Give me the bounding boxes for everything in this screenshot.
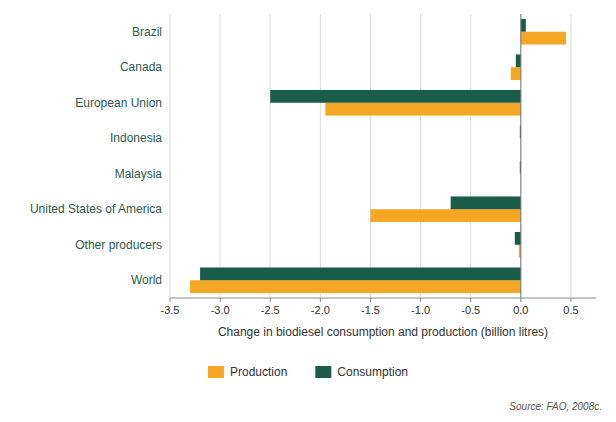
tick-mark: [470, 298, 471, 302]
tick-label: -3.0: [211, 304, 230, 316]
tick-label: -1.5: [361, 304, 380, 316]
bar: [370, 209, 520, 222]
grid-line: [320, 14, 321, 298]
legend-swatch: [208, 366, 224, 378]
source-note: Source: FAO, 2008c.: [509, 401, 602, 412]
x-axis-label: Change in biodiesel consumption and prod…: [218, 325, 548, 339]
legend: Production Consumption: [208, 365, 408, 379]
legend-swatch: [315, 366, 331, 378]
legend-item: Consumption: [315, 365, 408, 379]
category-label: European Union: [75, 96, 162, 110]
tick-mark: [220, 298, 221, 302]
grid-line: [170, 14, 171, 298]
y-ticks: World Other producers United States of Ame…: [30, 25, 162, 288]
bar: [521, 32, 566, 45]
bars: [190, 19, 566, 293]
x-axis-line: [170, 298, 596, 299]
bar: [190, 280, 521, 293]
tick-label: 0.5: [563, 304, 578, 316]
tick-mark: [170, 298, 171, 302]
tick-mark: [270, 298, 271, 302]
tick-mark: [570, 298, 571, 302]
category-label: Brazil: [132, 25, 162, 39]
chart: -3.5 -3.0 -2.5 -2.0 -1.5 -1.0 -0.5 0.0 0.5 World O…: [0, 0, 616, 422]
tick-label: -2.5: [261, 304, 280, 316]
tick-label: -3.5: [161, 304, 180, 316]
tick-label: -0.5: [461, 304, 480, 316]
bar: [521, 19, 526, 32]
bar: [451, 196, 521, 209]
grid-line: [520, 14, 521, 298]
tick-mark: [370, 298, 371, 302]
grid-line: [370, 14, 371, 298]
legend-label: Consumption: [337, 365, 408, 379]
legend-item: Production: [208, 365, 287, 379]
bar: [511, 67, 521, 80]
zero-line: [520, 14, 521, 298]
tick-mark: [320, 298, 321, 302]
grid-line: [570, 14, 571, 298]
tick-mark: [520, 298, 521, 302]
legend-label: Production: [230, 365, 287, 379]
grid-line: [470, 14, 471, 298]
grid-line: [420, 14, 421, 298]
tick-label: -2.0: [311, 304, 330, 316]
bar: [325, 103, 520, 116]
bar: [515, 232, 521, 245]
category-label: United States of America: [30, 202, 162, 216]
bar: [516, 54, 521, 67]
bar: [200, 267, 521, 280]
tick-label: -1.0: [411, 304, 430, 316]
grid-line: [220, 14, 221, 298]
grid-line: [270, 14, 271, 298]
bar: [270, 90, 521, 103]
category-label: Indonesia: [110, 131, 162, 145]
tick-label: 0.0: [513, 304, 528, 316]
category-label: Other producers: [75, 238, 162, 252]
tick-mark: [420, 298, 421, 302]
category-label: World: [131, 273, 162, 287]
category-label: Malaysia: [115, 167, 163, 181]
grid: [170, 14, 571, 298]
x-ticks: -3.5 -3.0 -2.5 -2.0 -1.5 -1.0 -0.5 0.0 0.5: [161, 298, 579, 316]
category-label: Canada: [120, 60, 162, 74]
